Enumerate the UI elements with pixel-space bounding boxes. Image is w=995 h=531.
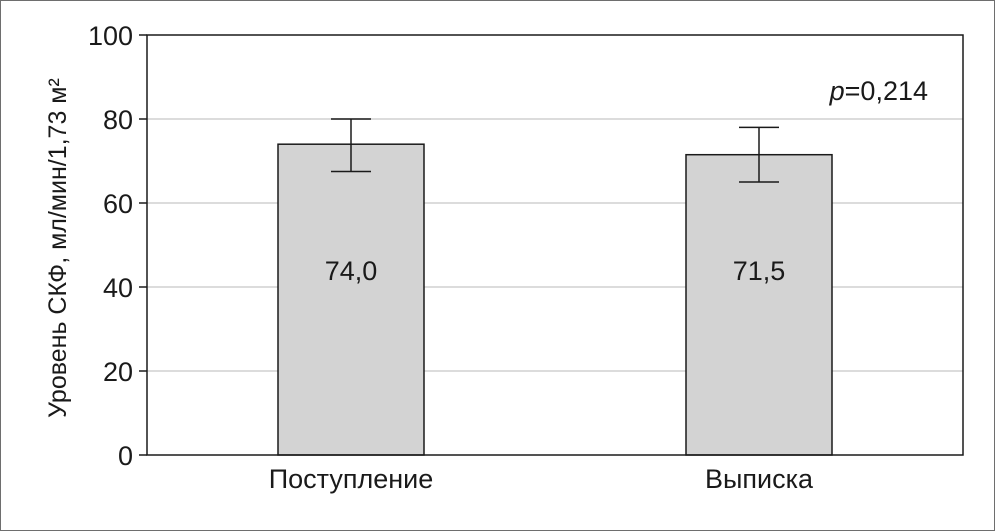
p-value-symbol: p — [829, 76, 845, 106]
x-category-label: Выписка — [705, 464, 814, 494]
bars — [277, 143, 833, 456]
bar-value-label: 74,0 — [325, 256, 378, 286]
x-axis-categories: Поступление Выписка — [269, 464, 814, 494]
p-value-number: =0,214 — [845, 76, 928, 106]
error-bars — [331, 118, 779, 183]
y-axis-label: Уровень СКФ, мл/мин/1,73 м² — [44, 78, 72, 418]
bar — [685, 153, 833, 456]
bar-value-label: 71,5 — [733, 256, 786, 286]
y-tick-label: 20 — [103, 357, 133, 387]
y-tick-label: 60 — [103, 189, 133, 219]
x-category-label: Поступление — [269, 464, 434, 494]
p-value-annotation: p=0,214 — [829, 76, 928, 106]
plot-area-border — [146, 34, 964, 456]
error-bar — [739, 126, 779, 183]
y-axis-ticks: 0 20 40 60 80 100 — [88, 21, 147, 471]
error-bar — [331, 118, 371, 173]
data-labels: 74,0 71,5 — [325, 256, 786, 286]
y-tick-label: 40 — [103, 273, 133, 303]
y-tick-label: 0 — [118, 441, 133, 471]
y-tick-label: 100 — [88, 21, 133, 51]
y-tick-label: 80 — [103, 105, 133, 135]
gridlines — [147, 118, 963, 372]
bar — [277, 143, 425, 456]
